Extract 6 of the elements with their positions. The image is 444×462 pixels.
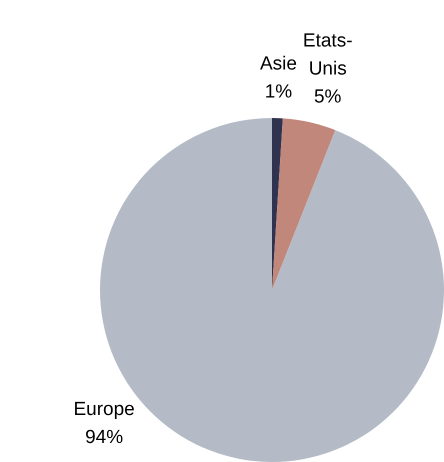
data-label: 1%: [264, 81, 292, 102]
data-label: 5%: [314, 86, 342, 108]
data-label: 94%: [85, 427, 124, 448]
slice-label: Etats-Unis: [302, 30, 353, 80]
slice-label: Asie: [260, 53, 297, 74]
slice-label: Europe: [73, 399, 135, 420]
